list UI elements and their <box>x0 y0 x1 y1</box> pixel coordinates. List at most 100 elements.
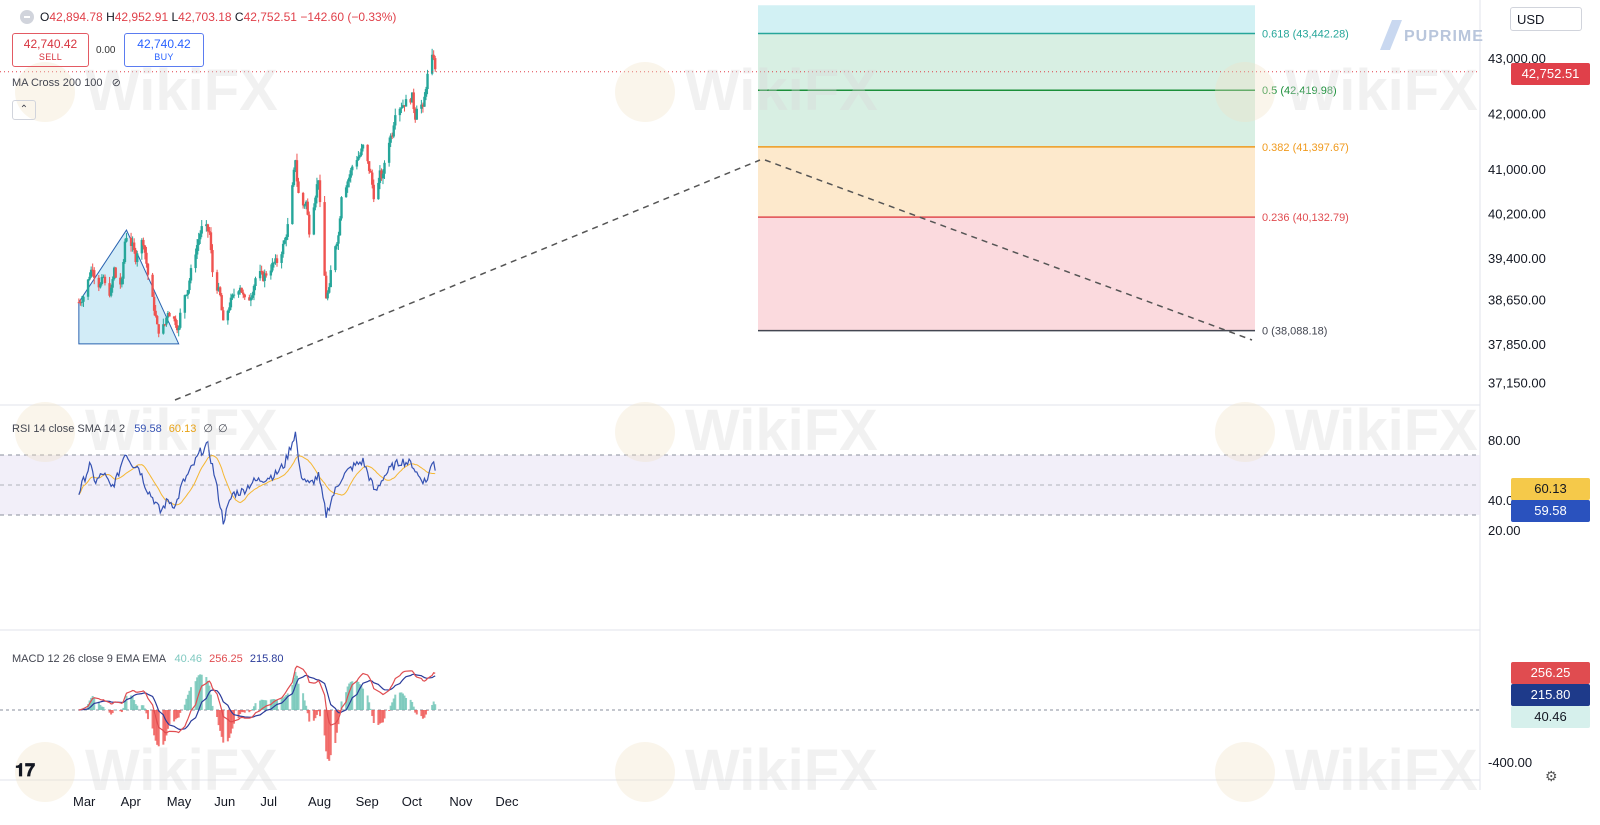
macd-hist-bar <box>302 693 305 710</box>
macd-hist-bar <box>260 699 263 710</box>
macd-hist-bar <box>392 698 395 710</box>
macd-hist-bar <box>329 710 332 756</box>
macd-hist-bar <box>153 710 156 736</box>
candle-body <box>111 279 114 288</box>
price-tick-label: 41,000.00 <box>1488 162 1546 177</box>
macd-hist-bar <box>162 710 165 745</box>
collapse-chevron-icon[interactable]: ⌃ <box>12 100 36 120</box>
candle-body <box>179 312 182 328</box>
open-label: O <box>40 10 50 24</box>
candle-body <box>177 327 180 331</box>
candle-body <box>291 185 294 225</box>
signal-badge: 215.80 <box>1511 684 1590 706</box>
candle-body <box>366 144 369 162</box>
rsi-tick-label: 80.00 <box>1488 433 1521 448</box>
macd-hist-bar <box>163 710 166 742</box>
candle-body <box>132 242 136 251</box>
eye-hidden-icon[interactable]: ⊘ <box>111 77 121 89</box>
macd-hist-bar <box>199 674 202 710</box>
candle-body <box>423 96 426 107</box>
macd-hist-bar <box>340 701 343 710</box>
rsi-legend[interactable]: RSI 14 close SMA 14 2 59.58 60.13 ∅ ∅ <box>12 422 228 435</box>
candle-body <box>387 142 391 163</box>
price-tick-label: 43,000.00 <box>1488 51 1546 66</box>
candle-body <box>346 181 349 188</box>
macd-hist-bar <box>140 705 143 710</box>
wikifx-watermark-icon <box>1215 62 1275 122</box>
candle-body <box>383 162 386 174</box>
candle-body <box>77 302 81 304</box>
macd-label-text: MACD 12 26 close 9 EMA EMA <box>12 653 166 665</box>
candle-body <box>261 271 265 281</box>
candle-body <box>80 301 84 303</box>
high-value: 42,952.91 <box>114 10 169 24</box>
macd-hist-bar <box>130 695 133 710</box>
macd-hist-bar <box>291 684 294 710</box>
high-label: H <box>106 10 115 24</box>
candle-body <box>269 270 273 276</box>
macd-signal-line <box>78 673 436 731</box>
macd-hist-bar <box>209 694 212 710</box>
candle-body <box>275 258 279 263</box>
macd-hist-bar <box>372 710 375 723</box>
candle-body <box>174 318 177 326</box>
candle-body <box>125 237 128 242</box>
macd-hist-bar <box>249 710 252 711</box>
candle-body <box>218 287 222 296</box>
candle-body <box>82 296 85 302</box>
candle-body <box>378 170 382 183</box>
candle-body <box>371 172 374 185</box>
macd-hist-bar <box>259 700 262 710</box>
macd-hist-bar <box>326 710 329 759</box>
macd-hist-bar <box>368 702 371 710</box>
macd-hist-bar <box>317 710 320 712</box>
macd-hist-bar <box>366 695 369 710</box>
macd-hist-bar <box>358 684 361 710</box>
candle-body <box>166 312 170 318</box>
macd-hist-bar <box>263 700 266 710</box>
candle-body <box>114 267 117 278</box>
candle-body <box>228 307 231 311</box>
candle-body <box>122 262 125 279</box>
candle-body <box>420 104 423 109</box>
candle-body <box>403 105 406 107</box>
candle-body <box>108 283 111 296</box>
candle-body <box>409 99 412 103</box>
settings-gear-icon[interactable]: ⚙ <box>1545 768 1558 784</box>
symbol-menu-icon[interactable] <box>20 10 34 24</box>
close-value: 42,752.51 <box>243 10 297 24</box>
candle-body <box>381 173 385 179</box>
macd-hist-bar <box>154 710 157 741</box>
month-tick-label: Sep <box>356 794 379 809</box>
candle-body <box>195 245 199 255</box>
candle-body <box>134 250 137 263</box>
tradingview-logo-icon[interactable]: 𝟏𝟕 <box>15 760 36 780</box>
macd-hist-bar <box>431 705 434 710</box>
macd-hist-bar <box>349 681 352 710</box>
candle-body <box>97 277 101 288</box>
price-tick-label: 37,850.00 <box>1488 337 1546 352</box>
buy-button[interactable]: 42,740.42 BUY <box>124 33 204 67</box>
candle-body <box>152 296 156 311</box>
macd-line <box>78 665 436 734</box>
macd-hist-bar <box>383 710 386 719</box>
macd-hist-bar <box>360 686 363 710</box>
candle-body <box>401 105 405 108</box>
macd-legend[interactable]: MACD 12 26 close 9 EMA EMA 40.46 256.25 … <box>12 653 283 665</box>
macd-hist-bar <box>348 683 351 710</box>
macd-hist-bar <box>205 677 208 710</box>
price-tick-label: 37,150.00 <box>1488 376 1546 391</box>
candle-body <box>349 170 352 178</box>
macd-hist-bar <box>303 700 306 710</box>
ma-indicator-label[interactable]: MA Cross 200 100 ⊘ <box>12 76 121 89</box>
macd-hist-bar <box>328 710 331 761</box>
macd-hist-bar <box>183 704 186 710</box>
candle-body <box>329 270 332 288</box>
candle-body <box>280 254 283 263</box>
candle-body <box>394 115 397 126</box>
candle-body <box>358 155 362 157</box>
rsi-line <box>78 431 436 525</box>
sell-button[interactable]: 42,740.42 SELL <box>12 33 89 67</box>
currency-select[interactable]: USD <box>1510 7 1582 31</box>
